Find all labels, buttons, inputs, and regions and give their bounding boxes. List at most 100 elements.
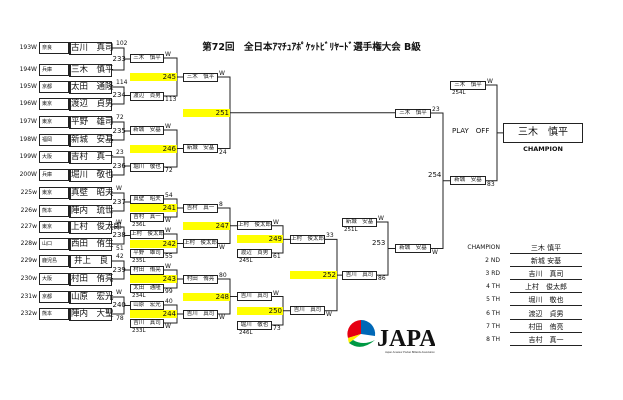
- score-mark: W: [219, 70, 225, 77]
- score-mark: W: [273, 218, 279, 226]
- loser-source-label: 234L: [132, 293, 146, 299]
- connector-line: [112, 260, 130, 280]
- entry-name: 太田 通隆: [69, 80, 114, 94]
- entry-prefecture: 熊本: [39, 205, 69, 217]
- score-mark: 55: [165, 253, 173, 260]
- loser-source-label: 236L: [132, 222, 146, 228]
- match-number-highlight: 241: [130, 204, 177, 212]
- score-mark: 33: [326, 232, 334, 240]
- connector-line: [164, 198, 183, 218]
- loser-source-label: 245L: [239, 258, 253, 264]
- match-number-highlight: 252: [290, 271, 337, 280]
- player-box: 堀川 敬也: [237, 320, 272, 330]
- entry-name: 真壁 昭夫: [69, 186, 114, 200]
- connector-line: [431, 112, 450, 250]
- entry-prefecture: 大阪: [39, 273, 69, 285]
- entry-seed: 232w: [20, 310, 37, 317]
- connector-line: [164, 129, 183, 168]
- entry-seed: 225w: [20, 189, 37, 196]
- connector-line: [112, 192, 130, 212]
- score-mark: 61: [273, 253, 281, 260]
- player-box: 渡辺 貞男: [130, 91, 164, 101]
- player-box: 堀川 敬也: [130, 162, 164, 172]
- score-mark: 83: [487, 180, 495, 188]
- score-mark: 114: [116, 79, 128, 86]
- score-mark: W: [326, 310, 332, 318]
- connector-line: [112, 86, 130, 105]
- connector-line: [218, 76, 395, 149]
- match-number-highlight: 247: [183, 221, 230, 230]
- score-mark: 102: [116, 40, 128, 47]
- connector-line: [325, 238, 342, 312]
- entry-seed: 228w: [20, 240, 37, 247]
- score-mark: W: [378, 215, 384, 222]
- score-mark: 99: [165, 288, 173, 295]
- entry-seed: 194W: [19, 66, 37, 73]
- score-mark: W: [487, 78, 493, 85]
- entry-seed: 231w: [20, 293, 37, 300]
- score-mark: W: [165, 263, 171, 270]
- standing-name: 上村 俊太郎: [510, 282, 582, 294]
- entry-name: 古川 真司: [69, 41, 114, 55]
- connector-line: [377, 221, 395, 276]
- score-mark: W: [219, 243, 225, 251]
- entry-name: 井上 良: [69, 254, 112, 268]
- logo-subtitle: Japan Amateur Pocket Billiards Associati…: [385, 350, 435, 354]
- standing-rank: 2 ND: [485, 257, 500, 265]
- score-mark: 73: [273, 325, 281, 332]
- connector-line: [218, 207, 237, 244]
- player-box: 村田 侑亮: [183, 274, 218, 284]
- match-number: 234: [112, 91, 126, 99]
- player-box: 村田 侑亮: [130, 265, 164, 275]
- entry-prefecture: 兵庫: [39, 64, 69, 76]
- entry-prefecture: 福岡: [39, 134, 69, 146]
- match-number: 253: [372, 238, 386, 247]
- score-mark: 23: [432, 106, 440, 113]
- score-mark: 54: [165, 192, 173, 199]
- standing-rank: CHAMPION: [467, 244, 500, 251]
- match-number-highlight: 250: [237, 306, 283, 315]
- standing-name: 吉川 真司: [510, 269, 582, 281]
- score-mark: W: [165, 51, 171, 58]
- entry-name: 新城 安基: [69, 133, 114, 147]
- score-mark: W: [432, 248, 438, 256]
- connector-line: [112, 47, 130, 71]
- standing-name: 堀川 敬也: [510, 295, 582, 307]
- match-number: 237: [112, 197, 126, 206]
- japa-logo-icon: JAPA Japan Amateur Pocket Billiards Asso…: [347, 319, 437, 354]
- entry-name: 陣内 大聖: [69, 307, 114, 321]
- match-number-highlight: 249: [237, 235, 283, 244]
- player-box: 吉川 真司: [183, 309, 218, 319]
- connector-line: [486, 84, 503, 182]
- match-number-highlight: 242: [130, 239, 177, 248]
- entry-seed: 197W: [19, 118, 37, 125]
- entry-prefecture: 東京: [39, 221, 69, 233]
- entry-name: 陣内 琉世: [69, 204, 114, 218]
- entry-seed: 199W: [19, 153, 37, 160]
- player-box: 吉川 真司: [342, 270, 377, 280]
- score-mark: 23: [116, 149, 124, 156]
- score-mark: W: [219, 314, 225, 321]
- score-mark: 8: [219, 201, 223, 208]
- entry-name: 平野 雄司: [69, 115, 114, 129]
- loser-source-label: 235L: [132, 258, 146, 264]
- champion-label: CHAMPION: [523, 144, 563, 153]
- entry-seed: 227w: [20, 223, 37, 230]
- player-box: 平野 雄司: [130, 248, 164, 258]
- connector-line: [164, 233, 183, 254]
- score-mark: 40: [165, 298, 173, 305]
- entry-name: 上村 俊太郎: [69, 220, 123, 234]
- connector-line: [164, 304, 183, 324]
- score-mark: W: [165, 227, 171, 234]
- entry-seed: 226w: [20, 207, 37, 214]
- page-title: 第72回 全日本ｱﾏﾁｭｱﾎﾟｹｯﾄﾋﾞﾘﾔｰﾄﾞ選手権大会 B級: [202, 42, 421, 53]
- score-mark: 24: [219, 148, 227, 156]
- connector-line: [112, 226, 130, 245]
- standing-name: 新城 安基: [510, 256, 582, 268]
- player-box: 新城 安基: [395, 244, 431, 254]
- score-mark: 72: [116, 114, 124, 121]
- player-box: 三木 慎平: [395, 108, 431, 118]
- entry-prefecture: 兵庫: [39, 169, 69, 181]
- connector-line: [164, 57, 183, 97]
